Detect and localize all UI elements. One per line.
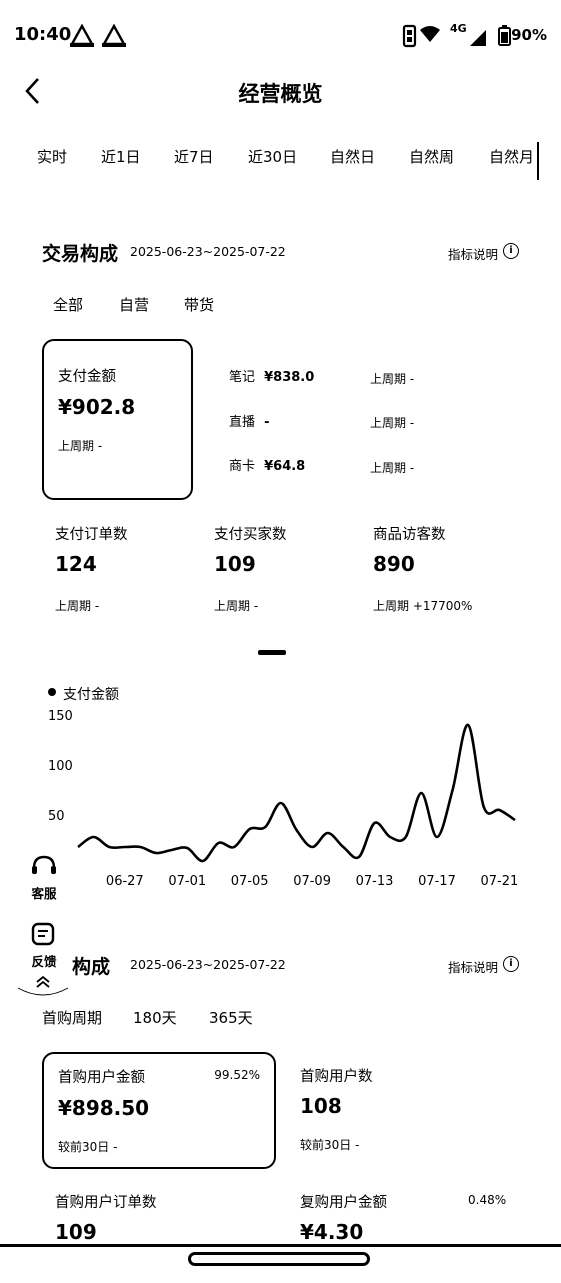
metric-value-orders: 124 [55, 552, 97, 576]
carousel-indicator [258, 650, 286, 655]
transaction-date-range: 2025-06-23~2025-07-22 [130, 244, 286, 259]
first-amount-value: ¥898.50 [58, 1096, 150, 1120]
metric-value-visitors: 890 [373, 552, 415, 576]
signal-icons [402, 24, 486, 48]
breakdown-compare: 上周期 - [370, 461, 415, 475]
legend-dot-icon [48, 688, 56, 696]
metric-label-visitors: 商品访客数 [373, 527, 446, 543]
metric-info-link[interactable]: 指标说明 [448, 247, 499, 262]
repeat-amount-label: 复购用户金额 [300, 1195, 387, 1211]
customer-date-range: 2025-06-23~2025-07-22 [130, 957, 286, 972]
legend-label: 支付金额 [63, 687, 119, 703]
pay-amount-card[interactable]: 支付金额 ¥902.8 上周期 - [42, 339, 193, 500]
breakdown-name: 直播 [229, 415, 256, 430]
subtab-self-operated[interactable]: 自营 [119, 296, 150, 314]
back-arrow-icon[interactable] [20, 76, 50, 106]
x-tick-label: 07-17 [418, 874, 456, 889]
feedback-icon [31, 922, 55, 946]
x-tick-label: 07-01 [168, 874, 206, 889]
info-icon[interactable]: i [503, 956, 519, 972]
tab-last-1-day[interactable]: 近1日 [101, 148, 141, 166]
info-icon[interactable]: i [503, 243, 519, 259]
x-tick-label: 07-05 [231, 874, 269, 889]
x-tick-label: 06-27 [106, 874, 144, 889]
pay-amount-compare: 上周期 - [58, 439, 103, 453]
transaction-section-title: 交易构成 [42, 243, 119, 265]
feedback-label: 反馈 [31, 954, 57, 969]
first-users-label: 首购用户数 [300, 1069, 373, 1085]
tab-natural-month[interactable]: 自然月 [489, 148, 535, 166]
breakdown-compare: 上周期 - [370, 416, 415, 430]
x-tick-label: 07-21 [481, 874, 519, 889]
tab-last-30-days[interactable]: 近30日 [248, 148, 298, 166]
metric-compare-visitors: 上周期 +17700% [373, 599, 473, 613]
subtab-180-days[interactable]: 180天 [133, 1009, 177, 1027]
breakdown-value: ¥838.0 [264, 370, 315, 385]
repeat-amount-percent: 0.48% [468, 1193, 507, 1207]
customer-service-label: 客服 [31, 886, 57, 901]
first-amount-compare: 较前30日 - [58, 1140, 118, 1154]
subtab-affiliate[interactable]: 带货 [184, 296, 215, 314]
first-users-compare: 较前30日 - [300, 1138, 360, 1152]
y-tick-label: 100 [48, 759, 73, 774]
pay-amount-series-line [77, 723, 516, 863]
status-bar: 10:40 4G 90% [0, 0, 561, 70]
period-tabs: 实时 近1日 近7日 近30日 自然日 自然周 自然月 [0, 146, 561, 176]
first-users-value: 108 [300, 1094, 342, 1118]
collapse-up-icon[interactable] [14, 970, 72, 1000]
subtab-first-purchase-cycle[interactable]: 首购周期 [42, 1009, 103, 1027]
breakdown-name: 笔记 [229, 370, 256, 385]
status-time: 10:40 [14, 24, 72, 45]
system-nav-bar [0, 1244, 561, 1283]
tab-last-7-days[interactable]: 近7日 [174, 148, 214, 166]
network-type: 4G [450, 22, 467, 35]
pay-amount-value: ¥902.8 [58, 395, 136, 419]
breakdown-compare: 上周期 - [370, 372, 415, 386]
x-tick-label: 07-13 [356, 874, 394, 889]
metric-compare-buyers: 上周期 - [214, 599, 259, 613]
feedback-button[interactable]: 反馈 [28, 921, 60, 970]
metric-label-orders: 支付订单数 [55, 527, 128, 543]
first-orders-label: 首购用户订单数 [55, 1195, 157, 1211]
pay-amount-label: 支付金额 [58, 369, 116, 385]
breakdown-row-live: 直播 - [229, 411, 270, 430]
subtab-365-days[interactable]: 365天 [209, 1009, 253, 1027]
metric-label-buyers: 支付买家数 [214, 527, 287, 543]
first-amount-percent: 99.52% [214, 1068, 260, 1082]
pay-amount-chart: 50 100 150 06-27 07-01 07-05 07-09 07-13 07-17 0… [48, 709, 519, 889]
tab-realtime[interactable]: 实时 [37, 148, 68, 166]
x-tick-label: 07-09 [293, 874, 331, 889]
metric-compare-orders: 上周期 - [55, 599, 100, 613]
tab-natural-day[interactable]: 自然日 [330, 148, 376, 166]
y-tick-label: 150 [48, 709, 73, 724]
breakdown-value: - [264, 415, 270, 430]
breakdown-value: ¥64.8 [264, 459, 306, 474]
subtab-all[interactable]: 全部 [53, 296, 84, 314]
battery-percent: 90% [511, 26, 547, 44]
page-title: 经营概览 [238, 82, 323, 106]
first-amount-label: 首购用户金额 [58, 1070, 145, 1086]
breakdown-name: 商卡 [229, 459, 256, 474]
notification-icons [69, 24, 127, 47]
home-indicator[interactable] [188, 1252, 370, 1266]
customer-section-title: 构成 [72, 956, 111, 978]
tab-scroll-divider [537, 142, 539, 180]
metric-value-buyers: 109 [214, 552, 256, 576]
y-tick-label: 50 [48, 809, 65, 824]
breakdown-row-product-card: 商卡 ¥64.8 [229, 455, 305, 474]
first-orders-value: 109 [55, 1220, 97, 1244]
metric-info-link[interactable]: 指标说明 [448, 960, 499, 975]
headset-icon [32, 855, 56, 874]
first-purchase-amount-card[interactable]: 首购用户金额 99.52% ¥898.50 较前30日 - [42, 1052, 276, 1169]
customer-service-button[interactable]: 客服 [28, 853, 60, 902]
tab-natural-week[interactable]: 自然周 [409, 148, 455, 166]
repeat-amount-value: ¥4.30 [300, 1220, 364, 1244]
breakdown-row-notes: 笔记 ¥838.0 [229, 366, 314, 385]
battery-icon [498, 25, 511, 46]
